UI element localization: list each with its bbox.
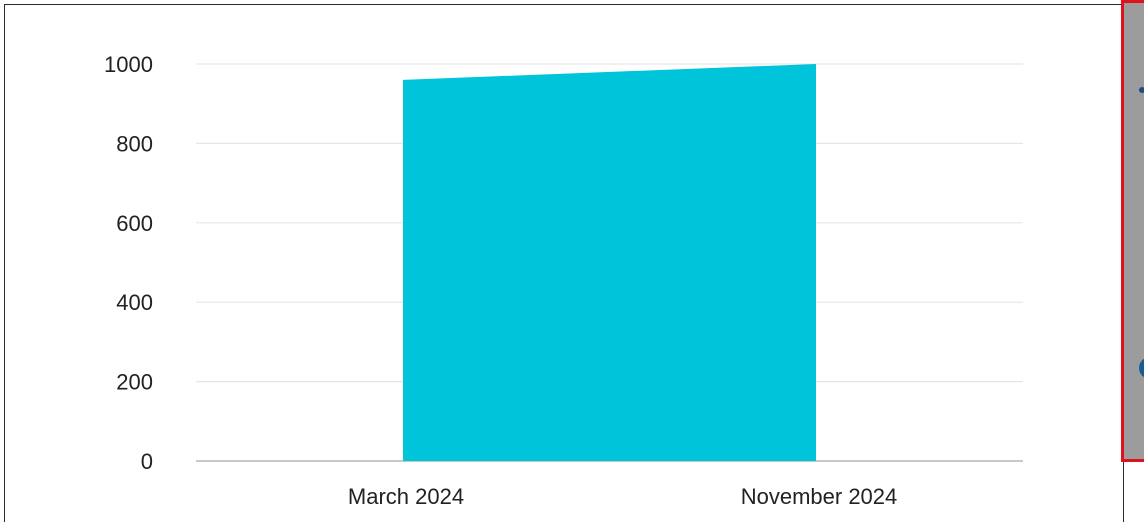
x-tick-label: November 2024	[741, 484, 898, 509]
y-tick-label: 800	[116, 131, 153, 156]
area-chart: 0 200 400 600 800 1000 March 2024 November 202…	[5, 5, 1125, 523]
y-tick-label: 0	[141, 449, 153, 474]
y-axis: 0 200 400 600 800 1000	[104, 52, 153, 474]
circle-icon	[1139, 357, 1144, 379]
y-tick-label: 600	[116, 211, 153, 236]
side-panel	[1121, 0, 1144, 462]
area-series	[403, 64, 816, 461]
y-tick-label: 400	[116, 290, 153, 315]
area-layer	[403, 64, 816, 461]
x-tick-label: March 2024	[348, 484, 464, 509]
y-tick-label: 1000	[104, 52, 153, 77]
y-tick-label: 200	[116, 370, 153, 395]
dot-icon	[1139, 87, 1144, 93]
x-axis: March 2024 November 2024	[348, 484, 897, 509]
chart-frame: 0 200 400 600 800 1000 March 2024 November 202…	[4, 4, 1124, 522]
